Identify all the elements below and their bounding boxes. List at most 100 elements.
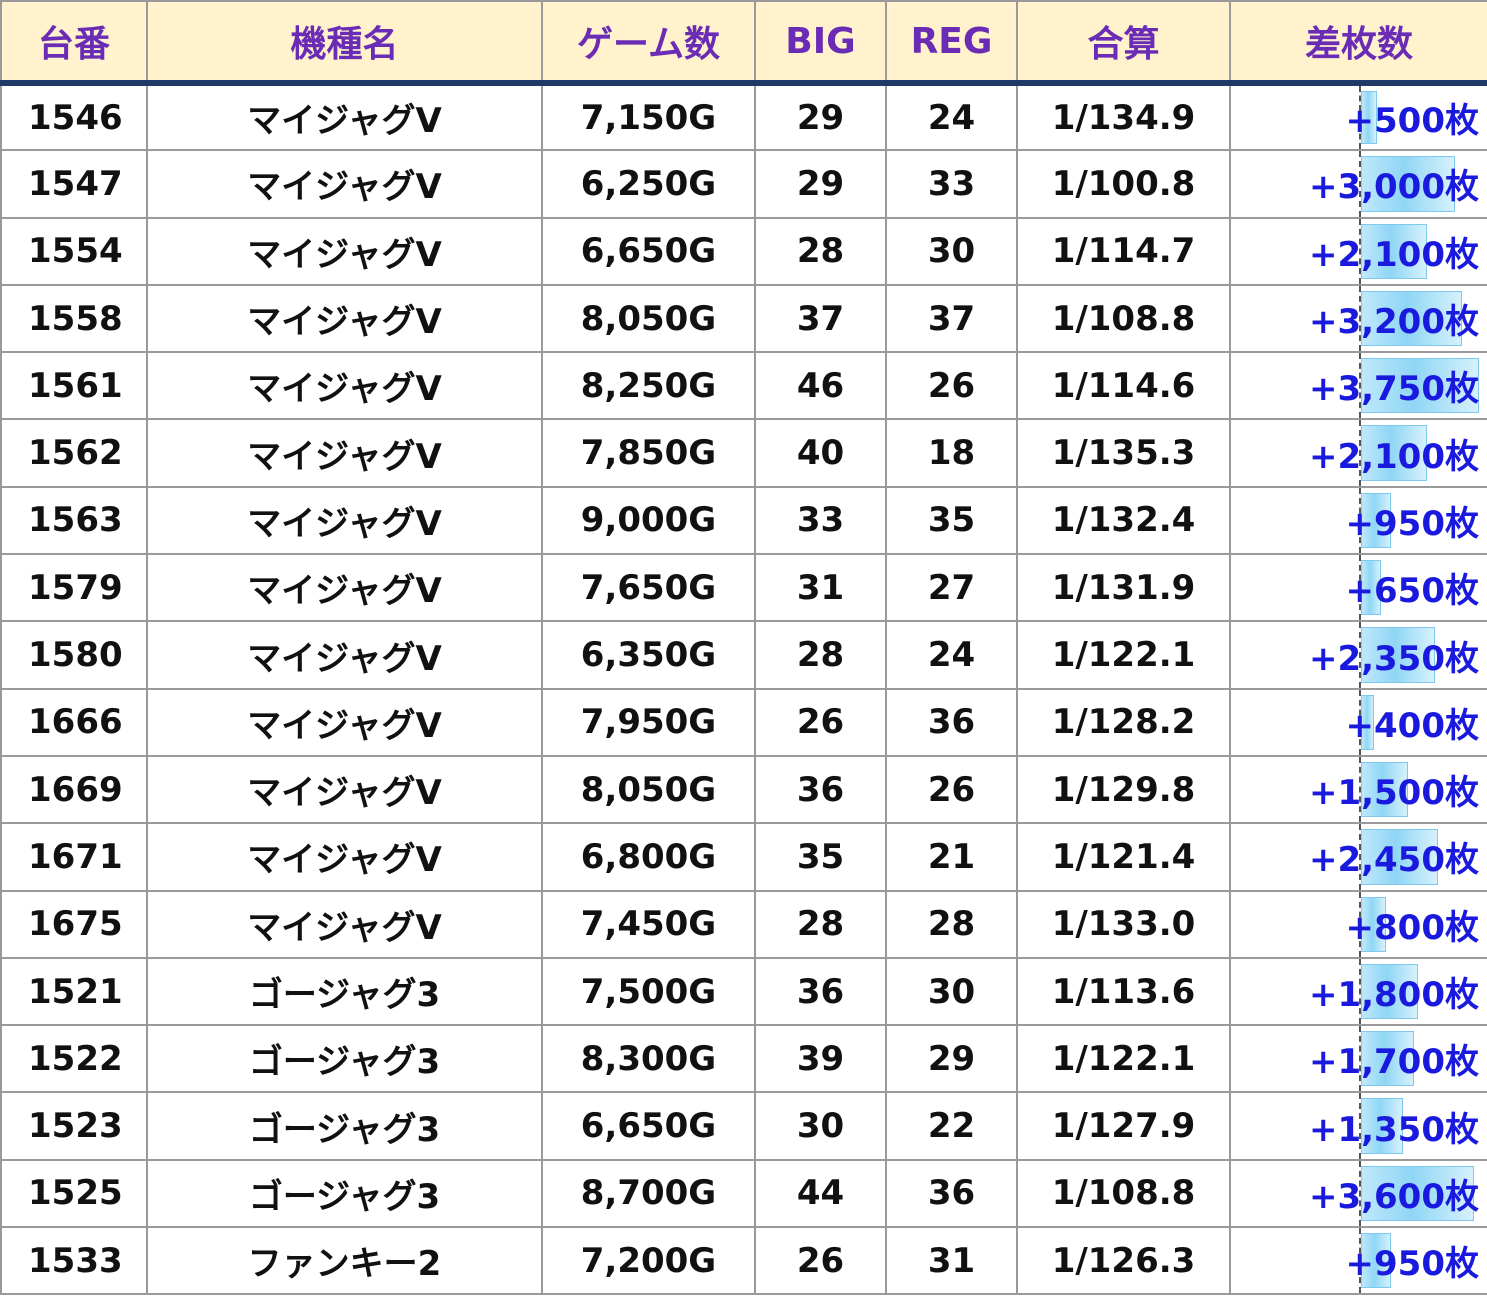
machine-number-cell: 1579 bbox=[0, 553, 148, 623]
coin-difference-axis bbox=[1359, 959, 1361, 1024]
coin-difference-value: +950枚 bbox=[1345, 1244, 1479, 1285]
coin-difference-cell: +2,450枚 bbox=[1229, 822, 1487, 892]
reg-count-cell: 36 bbox=[885, 1158, 1018, 1229]
machine-number-cell: 1561 bbox=[0, 351, 148, 421]
coin-difference-value: +1,800枚 bbox=[1308, 975, 1479, 1015]
coin-difference-axis bbox=[1359, 1094, 1361, 1158]
coin-difference-axis bbox=[1359, 219, 1361, 283]
machine-name-cell: ゴージャグ3 bbox=[146, 1091, 543, 1161]
header-row: 台番 機種名 ゲーム数 BIG REG 合算 差枚数 bbox=[0, 0, 1487, 86]
machine-name-cell: ゴージャグ3 bbox=[146, 956, 543, 1027]
coin-difference-bar bbox=[1361, 761, 1408, 818]
machine-number-cell: 1533 bbox=[0, 1226, 148, 1296]
machine-number-cell: 1666 bbox=[0, 687, 148, 757]
coin-difference-cell: +3,000枚 bbox=[1229, 149, 1487, 219]
machine-number-cell: 1546 bbox=[0, 81, 148, 152]
machine-name-cell: マイジャグV bbox=[146, 283, 543, 354]
coin-difference-value: +1,350枚 bbox=[1308, 1109, 1479, 1150]
reg-count-cell: 29 bbox=[885, 1024, 1018, 1094]
big-count-cell: 28 bbox=[754, 889, 887, 959]
coin-difference-cell: +500枚 bbox=[1229, 81, 1487, 152]
combined-odds-cell: 1/100.8 bbox=[1016, 149, 1231, 219]
reg-count-cell: 36 bbox=[885, 687, 1018, 757]
combined-odds-cell: 1/131.9 bbox=[1016, 553, 1231, 623]
machine-number-cell: 1547 bbox=[0, 149, 148, 219]
combined-odds-cell: 1/132.4 bbox=[1016, 485, 1231, 556]
coin-difference-axis bbox=[1359, 757, 1361, 822]
machine-name-cell: マイジャグV bbox=[146, 351, 543, 421]
machine-number-cell: 1522 bbox=[0, 1024, 148, 1094]
machine-name-cell: ゴージャグ3 bbox=[146, 1158, 543, 1229]
game-count-cell: 8,300G bbox=[541, 1024, 756, 1094]
coin-difference-value: +650枚 bbox=[1345, 571, 1479, 612]
coin-difference-cell: +1,350枚 bbox=[1229, 1091, 1487, 1161]
coin-difference-cell: +2,100枚 bbox=[1229, 418, 1487, 488]
reg-count-cell: 21 bbox=[885, 822, 1018, 892]
machine-name-cell: マイジャグV bbox=[146, 889, 543, 959]
game-count-cell: 6,650G bbox=[541, 216, 756, 286]
big-count-cell: 26 bbox=[754, 687, 887, 757]
coin-difference-axis bbox=[1359, 1027, 1361, 1091]
game-count-cell: 7,850G bbox=[541, 418, 756, 488]
table-row: 1562 マイジャグV 7,850G 40 18 1/135.3 +2,100枚 bbox=[0, 418, 1487, 488]
reg-count-cell: 22 bbox=[885, 1091, 1018, 1161]
coin-difference-bar bbox=[1361, 425, 1427, 481]
machine-number-cell: 1671 bbox=[0, 822, 148, 892]
coin-difference-axis bbox=[1359, 623, 1361, 687]
coin-difference-bar bbox=[1361, 896, 1386, 952]
big-count-cell: 33 bbox=[754, 485, 887, 556]
big-count-cell: 36 bbox=[754, 956, 887, 1027]
machine-number-cell: 1669 bbox=[0, 754, 148, 825]
game-count-cell: 7,500G bbox=[541, 956, 756, 1027]
header-big: BIG bbox=[754, 0, 887, 86]
coin-difference-cell: +1,500枚 bbox=[1229, 754, 1487, 825]
combined-odds-cell: 1/122.1 bbox=[1016, 1024, 1231, 1094]
combined-odds-cell: 1/121.4 bbox=[1016, 822, 1231, 892]
reg-count-cell: 33 bbox=[885, 149, 1018, 219]
reg-count-cell: 18 bbox=[885, 418, 1018, 488]
table-row: 1547 マイジャグV 6,250G 29 33 1/100.8 +3,000枚 bbox=[0, 149, 1487, 219]
big-count-cell: 29 bbox=[754, 149, 887, 219]
table-row: 1671 マイジャグV 6,800G 35 21 1/121.4 +2,450枚 bbox=[0, 822, 1487, 892]
coin-difference-bar bbox=[1361, 358, 1479, 414]
coin-difference-cell: +2,100枚 bbox=[1229, 216, 1487, 286]
coin-difference-cell: +400枚 bbox=[1229, 687, 1487, 757]
game-count-cell: 6,800G bbox=[541, 822, 756, 892]
game-count-cell: 6,250G bbox=[541, 149, 756, 219]
table-row: 1563 マイジャグV 9,000G 33 35 1/132.4 +950枚 bbox=[0, 485, 1487, 556]
big-count-cell: 28 bbox=[754, 620, 887, 690]
coin-difference-axis bbox=[1359, 488, 1361, 553]
coin-difference-value: +2,100枚 bbox=[1308, 234, 1479, 275]
machine-name-cell: マイジャグV bbox=[146, 687, 543, 757]
machine-name-cell: マイジャグV bbox=[146, 81, 543, 152]
machine-name-cell: マイジャグV bbox=[146, 553, 543, 623]
big-count-cell: 36 bbox=[754, 754, 887, 825]
reg-count-cell: 31 bbox=[885, 1226, 1018, 1296]
coin-difference-value: +1,700枚 bbox=[1308, 1042, 1479, 1083]
coin-difference-axis bbox=[1359, 1161, 1361, 1226]
game-count-cell: 7,200G bbox=[541, 1226, 756, 1296]
table-row: 1579 マイジャグV 7,650G 31 27 1/131.9 +650枚 bbox=[0, 553, 1487, 623]
table-row: 1580 マイジャグV 6,350G 28 24 1/122.1 +2,350枚 bbox=[0, 620, 1487, 690]
coin-difference-value: +3,000枚 bbox=[1308, 167, 1479, 208]
header-machine-number: 台番 bbox=[0, 0, 148, 86]
combined-odds-cell: 1/126.3 bbox=[1016, 1226, 1231, 1296]
combined-odds-cell: 1/122.1 bbox=[1016, 620, 1231, 690]
coin-difference-axis bbox=[1359, 421, 1361, 485]
table-row: 1558 マイジャグV 8,050G 37 37 1/108.8 +3,200枚 bbox=[0, 283, 1487, 354]
reg-count-cell: 35 bbox=[885, 485, 1018, 556]
combined-odds-cell: 1/129.8 bbox=[1016, 754, 1231, 825]
reg-count-cell: 28 bbox=[885, 889, 1018, 959]
coin-difference-bar bbox=[1361, 223, 1427, 279]
machine-number-cell: 1523 bbox=[0, 1091, 148, 1161]
combined-odds-cell: 1/108.8 bbox=[1016, 1158, 1231, 1229]
coin-difference-value: +2,450枚 bbox=[1308, 840, 1479, 881]
game-count-cell: 7,450G bbox=[541, 889, 756, 959]
big-count-cell: 26 bbox=[754, 1226, 887, 1296]
coin-difference-bar bbox=[1361, 1031, 1414, 1087]
combined-odds-cell: 1/134.9 bbox=[1016, 81, 1231, 152]
table-row: 1523 ゴージャグ3 6,650G 30 22 1/127.9 +1,350枚 bbox=[0, 1091, 1487, 1161]
game-count-cell: 7,950G bbox=[541, 687, 756, 757]
combined-odds-cell: 1/114.7 bbox=[1016, 216, 1231, 286]
machine-number-cell: 1562 bbox=[0, 418, 148, 488]
